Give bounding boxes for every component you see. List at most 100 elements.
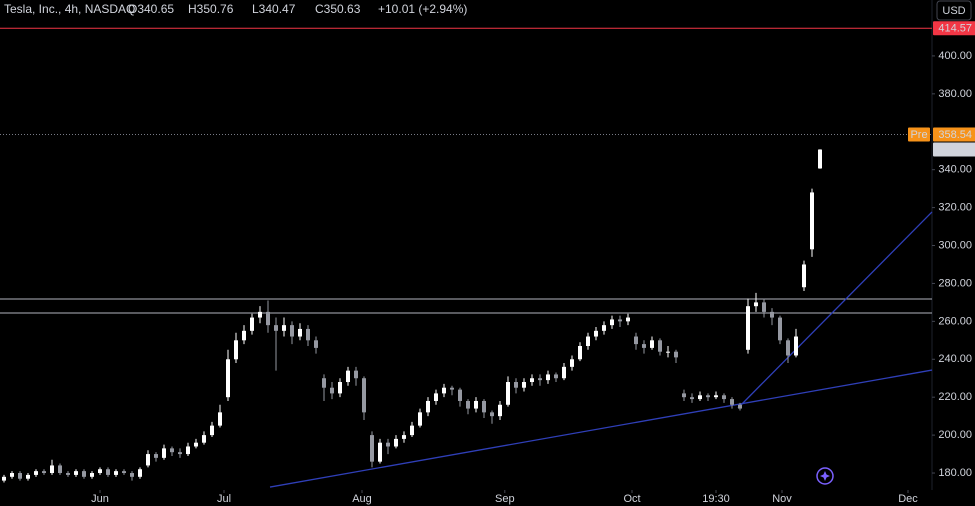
- x-tick-label: Jul: [217, 493, 231, 505]
- candle-body: [354, 370, 358, 379]
- x-tick-label: Aug: [352, 493, 372, 505]
- candle-body: [610, 319, 614, 326]
- candle-body: [634, 336, 638, 345]
- candle-body: [442, 387, 446, 394]
- candle-body: [290, 325, 294, 337]
- y-tick-label: 200.00: [938, 429, 972, 441]
- candle-body: [698, 395, 702, 400]
- candle-body: [274, 325, 278, 331]
- icon-ring[interactable]: [816, 467, 834, 485]
- price-tag: [933, 142, 975, 157]
- candle-body: [458, 389, 462, 401]
- y-tick-label: 340.00: [938, 164, 972, 176]
- candle-body: [378, 442, 382, 462]
- candle-body: [626, 317, 630, 322]
- candle-body: [370, 435, 374, 462]
- candle-body: [2, 476, 6, 481]
- currency-button[interactable]: [936, 0, 972, 21]
- currency-label[interactable]: USD: [942, 5, 965, 17]
- y-tick-label: 260.00: [938, 315, 972, 327]
- candle-body: [114, 471, 118, 475]
- candle-body: [242, 330, 246, 341]
- plot-area: [0, 149, 933, 488]
- candle-body: [50, 465, 54, 474]
- candle-body: [266, 311, 270, 326]
- candle-body: [74, 471, 78, 475]
- y-tick-label: 300.00: [938, 239, 972, 251]
- candle-body: [426, 400, 430, 413]
- candle-body: [578, 345, 582, 360]
- candle-body: [194, 442, 198, 447]
- y-tick-label: 280.00: [938, 277, 972, 289]
- candle-body: [42, 471, 46, 474]
- candle-body: [658, 340, 662, 352]
- candle-body: [514, 382, 518, 388]
- candle-body: [202, 435, 206, 443]
- candle-body: [762, 302, 766, 312]
- candle-body: [402, 435, 406, 439]
- y-tick-label: 320.00: [938, 202, 972, 214]
- header-item: L340.47: [252, 2, 296, 16]
- candle-body: [546, 374, 550, 381]
- candle-body: [130, 473, 134, 477]
- candle-body: [490, 412, 494, 417]
- candle-body: [10, 473, 14, 477]
- candle-body: [66, 473, 70, 475]
- x-tick-label: Sep: [495, 493, 515, 505]
- candle-body: [250, 317, 254, 331]
- candle-body: [106, 469, 110, 475]
- candle-body: [306, 328, 310, 341]
- candle-body: [786, 340, 790, 356]
- price-tag-label: 358.54: [938, 129, 972, 141]
- trendline: [737, 211, 933, 409]
- candle-body: [538, 378, 542, 381]
- candle-body: [506, 382, 510, 405]
- candle-body: [330, 387, 334, 394]
- candle-body: [314, 340, 318, 348]
- candle-body: [450, 387, 454, 390]
- candle-body: [650, 340, 654, 348]
- header-item: +10.01 (+2.94%): [378, 2, 467, 16]
- candle-body: [738, 404, 742, 409]
- session-tag-label: Pre: [910, 129, 927, 141]
- header: Tesla, Inc., 4h, NASDAQO340.65 H350.76 L34…: [4, 2, 467, 16]
- candle-body: [138, 469, 142, 477]
- candle-body: [170, 448, 174, 453]
- candle-body: [82, 471, 86, 477]
- candle-body: [322, 378, 326, 388]
- icon-star[interactable]: [820, 471, 830, 481]
- candle-body: [98, 469, 102, 474]
- candle-body: [90, 473, 94, 477]
- candle-body: [474, 400, 478, 409]
- candle-body: [770, 311, 774, 318]
- price-tag-label: 414.57: [938, 23, 972, 35]
- candle-body: [594, 330, 598, 337]
- price-tag: [933, 21, 975, 36]
- candle-body: [410, 425, 414, 436]
- candle-body: [226, 359, 230, 398]
- candle-body: [714, 395, 718, 398]
- price-tag: [933, 127, 975, 142]
- candle-body: [794, 336, 798, 356]
- candle-body: [682, 393, 686, 398]
- candle-body: [778, 317, 782, 341]
- candle-body: [722, 395, 726, 400]
- candle-body: [418, 412, 422, 426]
- candle-body: [498, 404, 502, 417]
- candle-body: [802, 264, 806, 288]
- candle-body: [58, 465, 62, 474]
- trendline: [269, 369, 933, 488]
- candle-body: [298, 328, 302, 337]
- candle-body: [746, 306, 750, 350]
- candle-body: [810, 192, 814, 250]
- candle-body: [346, 370, 350, 383]
- candle-body: [394, 438, 398, 447]
- candle-body: [282, 325, 286, 331]
- candle-body: [178, 452, 182, 455]
- indicator-icon[interactable]: [816, 467, 834, 485]
- header-item: Tesla, Inc., 4h, NASDAQ: [4, 2, 135, 16]
- candle-body: [466, 400, 470, 409]
